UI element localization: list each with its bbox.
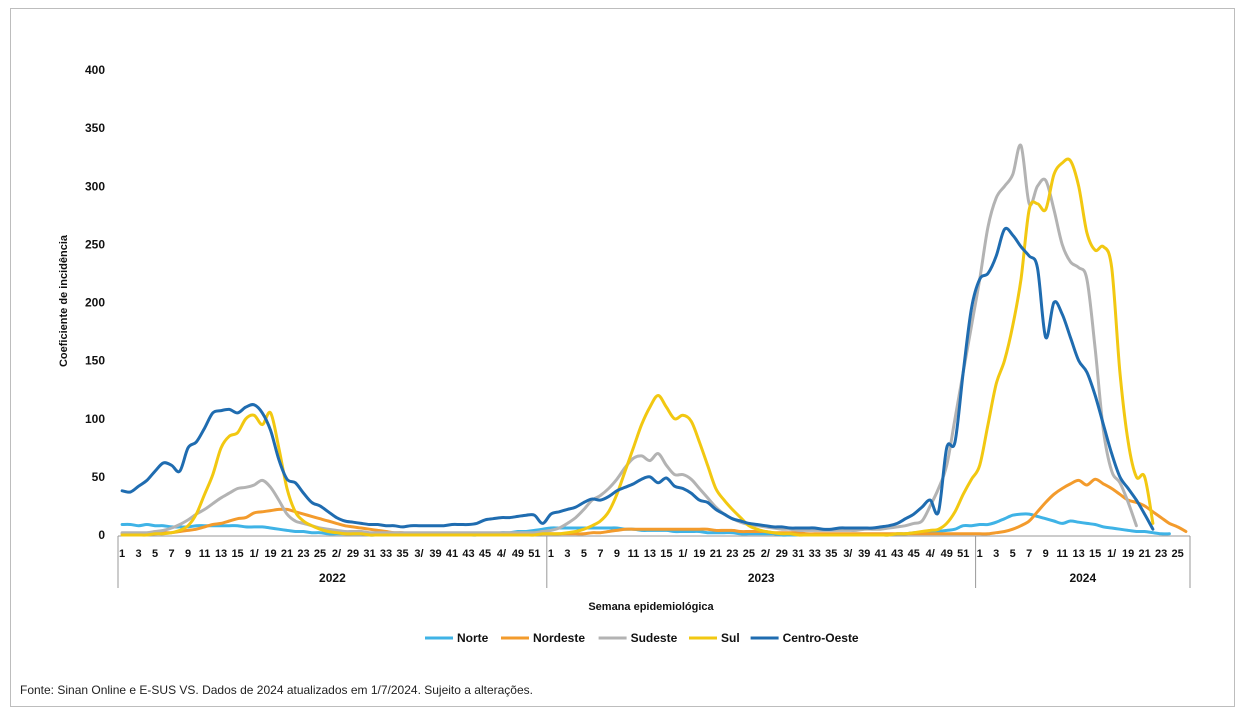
x-tick-label: 2/ bbox=[761, 548, 770, 560]
series-line-centro-oeste bbox=[120, 226, 1155, 531]
x-tick-label: 25 bbox=[1172, 548, 1184, 560]
x-tick-label: 1 bbox=[548, 548, 554, 560]
series-line-nordeste bbox=[120, 477, 1188, 536]
x-tick-label: 15 bbox=[660, 548, 672, 560]
y-tick-label: 400 bbox=[85, 63, 105, 77]
x-tick-label: 4/ bbox=[926, 548, 935, 560]
x-tick-label: 35 bbox=[396, 548, 408, 560]
x-tick-label: 3/ bbox=[843, 548, 852, 560]
x-tick-label: 41 bbox=[875, 548, 887, 560]
x-tick-label: 13 bbox=[644, 548, 656, 560]
x-tick-label: 11 bbox=[199, 548, 211, 560]
y-tick-label: 150 bbox=[85, 354, 105, 368]
x-tick-label: 7 bbox=[169, 548, 175, 560]
y-tick-label: 0 bbox=[98, 528, 105, 542]
plot-area bbox=[120, 143, 1188, 537]
x-tick-label: 41 bbox=[446, 548, 458, 560]
chart-frame bbox=[10, 8, 1235, 707]
x-tick-label: 7 bbox=[597, 548, 603, 560]
series-line-sudeste bbox=[120, 143, 1138, 535]
source-note: Fonte: Sinan Online e E-SUS VS. Dados de… bbox=[20, 683, 533, 697]
x-tick-label: 21 bbox=[281, 548, 293, 560]
y-tick-label: 350 bbox=[85, 121, 105, 135]
series-line-sul bbox=[120, 157, 1155, 537]
x-tick-label: 3 bbox=[136, 548, 142, 560]
legend-label: Norte bbox=[457, 631, 489, 645]
x-tick-label: 1/ bbox=[1107, 548, 1116, 560]
series-line-norte bbox=[120, 512, 1171, 537]
x-tick-label: 9 bbox=[185, 548, 191, 560]
x-tick-label: 3/ bbox=[414, 548, 423, 560]
x-tick-label: 33 bbox=[380, 548, 392, 560]
x-tick-label: 19 bbox=[693, 548, 705, 560]
x-tick-label: 23 bbox=[297, 548, 309, 560]
x-tick-label: 13 bbox=[215, 548, 227, 560]
x-tick-label: 3 bbox=[564, 548, 570, 560]
x-tick-label: 43 bbox=[891, 548, 903, 560]
x-tick-label: 1/ bbox=[678, 548, 687, 560]
x-tick-label: 2/ bbox=[332, 548, 341, 560]
y-tick-label: 50 bbox=[92, 470, 106, 484]
x-tick-label: 15 bbox=[231, 548, 243, 560]
x-tick-label: 45 bbox=[479, 548, 491, 560]
x-tick-label: 5 bbox=[581, 548, 587, 560]
x-tick-label: 11 bbox=[1056, 548, 1068, 560]
x-tick-label: 19 bbox=[1122, 548, 1134, 560]
legend-label: Sudeste bbox=[631, 631, 678, 645]
x-tick-label: 29 bbox=[347, 548, 359, 560]
x-tick-label: 5 bbox=[1010, 548, 1016, 560]
x-tick-label: 15 bbox=[1089, 548, 1101, 560]
x-axis-title: Semana epidemiológica bbox=[588, 601, 714, 613]
x-tick-label: 1 bbox=[977, 548, 983, 560]
x-tick-label: 25 bbox=[743, 548, 755, 560]
x-tick-label: 19 bbox=[264, 548, 276, 560]
legend-label: Nordeste bbox=[533, 631, 585, 645]
x-tick-label: 39 bbox=[429, 548, 441, 560]
x-tick-label: 29 bbox=[776, 548, 788, 560]
y-tick-label: 200 bbox=[85, 296, 105, 310]
x-tick-label: 3 bbox=[993, 548, 999, 560]
x-tick-label: 39 bbox=[858, 548, 870, 560]
x-tick-label: 33 bbox=[809, 548, 821, 560]
x-tick-label: 7 bbox=[1026, 548, 1032, 560]
x-tick-label: 9 bbox=[1043, 548, 1049, 560]
x-axis: 1 3 5 7 9 11 13 15 1/19 21 23 25 2/29 31 33 35 3/39 41 43 4… bbox=[117, 535, 1191, 588]
x-tick-label: 9 bbox=[614, 548, 620, 560]
x-tick-label: 43 bbox=[462, 548, 474, 560]
y-tick-label: 250 bbox=[85, 237, 105, 251]
x-tick-label: 31 bbox=[792, 548, 804, 560]
x-tick-label: 21 bbox=[1139, 548, 1151, 560]
x-tick-label: 11 bbox=[628, 548, 640, 560]
legend-label: Centro-Oeste bbox=[783, 631, 859, 645]
x-tick-label: 1 bbox=[119, 548, 125, 560]
y-axis-title: Coeficiente de incidência bbox=[58, 234, 70, 367]
legend-label: Sul bbox=[721, 631, 740, 645]
x-tick-label: 5 bbox=[152, 548, 158, 560]
x-tick-label: 21 bbox=[710, 548, 722, 560]
x-tick-label: 13 bbox=[1073, 548, 1085, 560]
y-axis: 0 50 100 150 200 250 300 350 400 bbox=[85, 63, 105, 542]
year-label: 2023 bbox=[748, 571, 775, 585]
x-tick-label: 49 bbox=[941, 548, 953, 560]
x-tick-label: 31 bbox=[363, 548, 375, 560]
x-tick-label: 49 bbox=[512, 548, 524, 560]
y-tick-label: 300 bbox=[85, 179, 105, 193]
year-label: 2022 bbox=[319, 571, 346, 585]
x-tick-label: 23 bbox=[726, 548, 738, 560]
x-tick-label: 1/ bbox=[249, 548, 258, 560]
x-tick-label: 51 bbox=[528, 548, 540, 560]
x-tick-label: 45 bbox=[908, 548, 920, 560]
year-label: 2024 bbox=[1069, 571, 1096, 585]
y-tick-label: 100 bbox=[85, 412, 105, 426]
legend: Norte Nordeste Sudeste Sul Centro-Oeste bbox=[425, 631, 859, 645]
x-tick-label: 35 bbox=[825, 548, 837, 560]
x-tick-label: 4/ bbox=[497, 548, 506, 560]
x-tick-label: 23 bbox=[1155, 548, 1167, 560]
x-tick-label: 51 bbox=[957, 548, 969, 560]
x-tick-label: 25 bbox=[314, 548, 326, 560]
